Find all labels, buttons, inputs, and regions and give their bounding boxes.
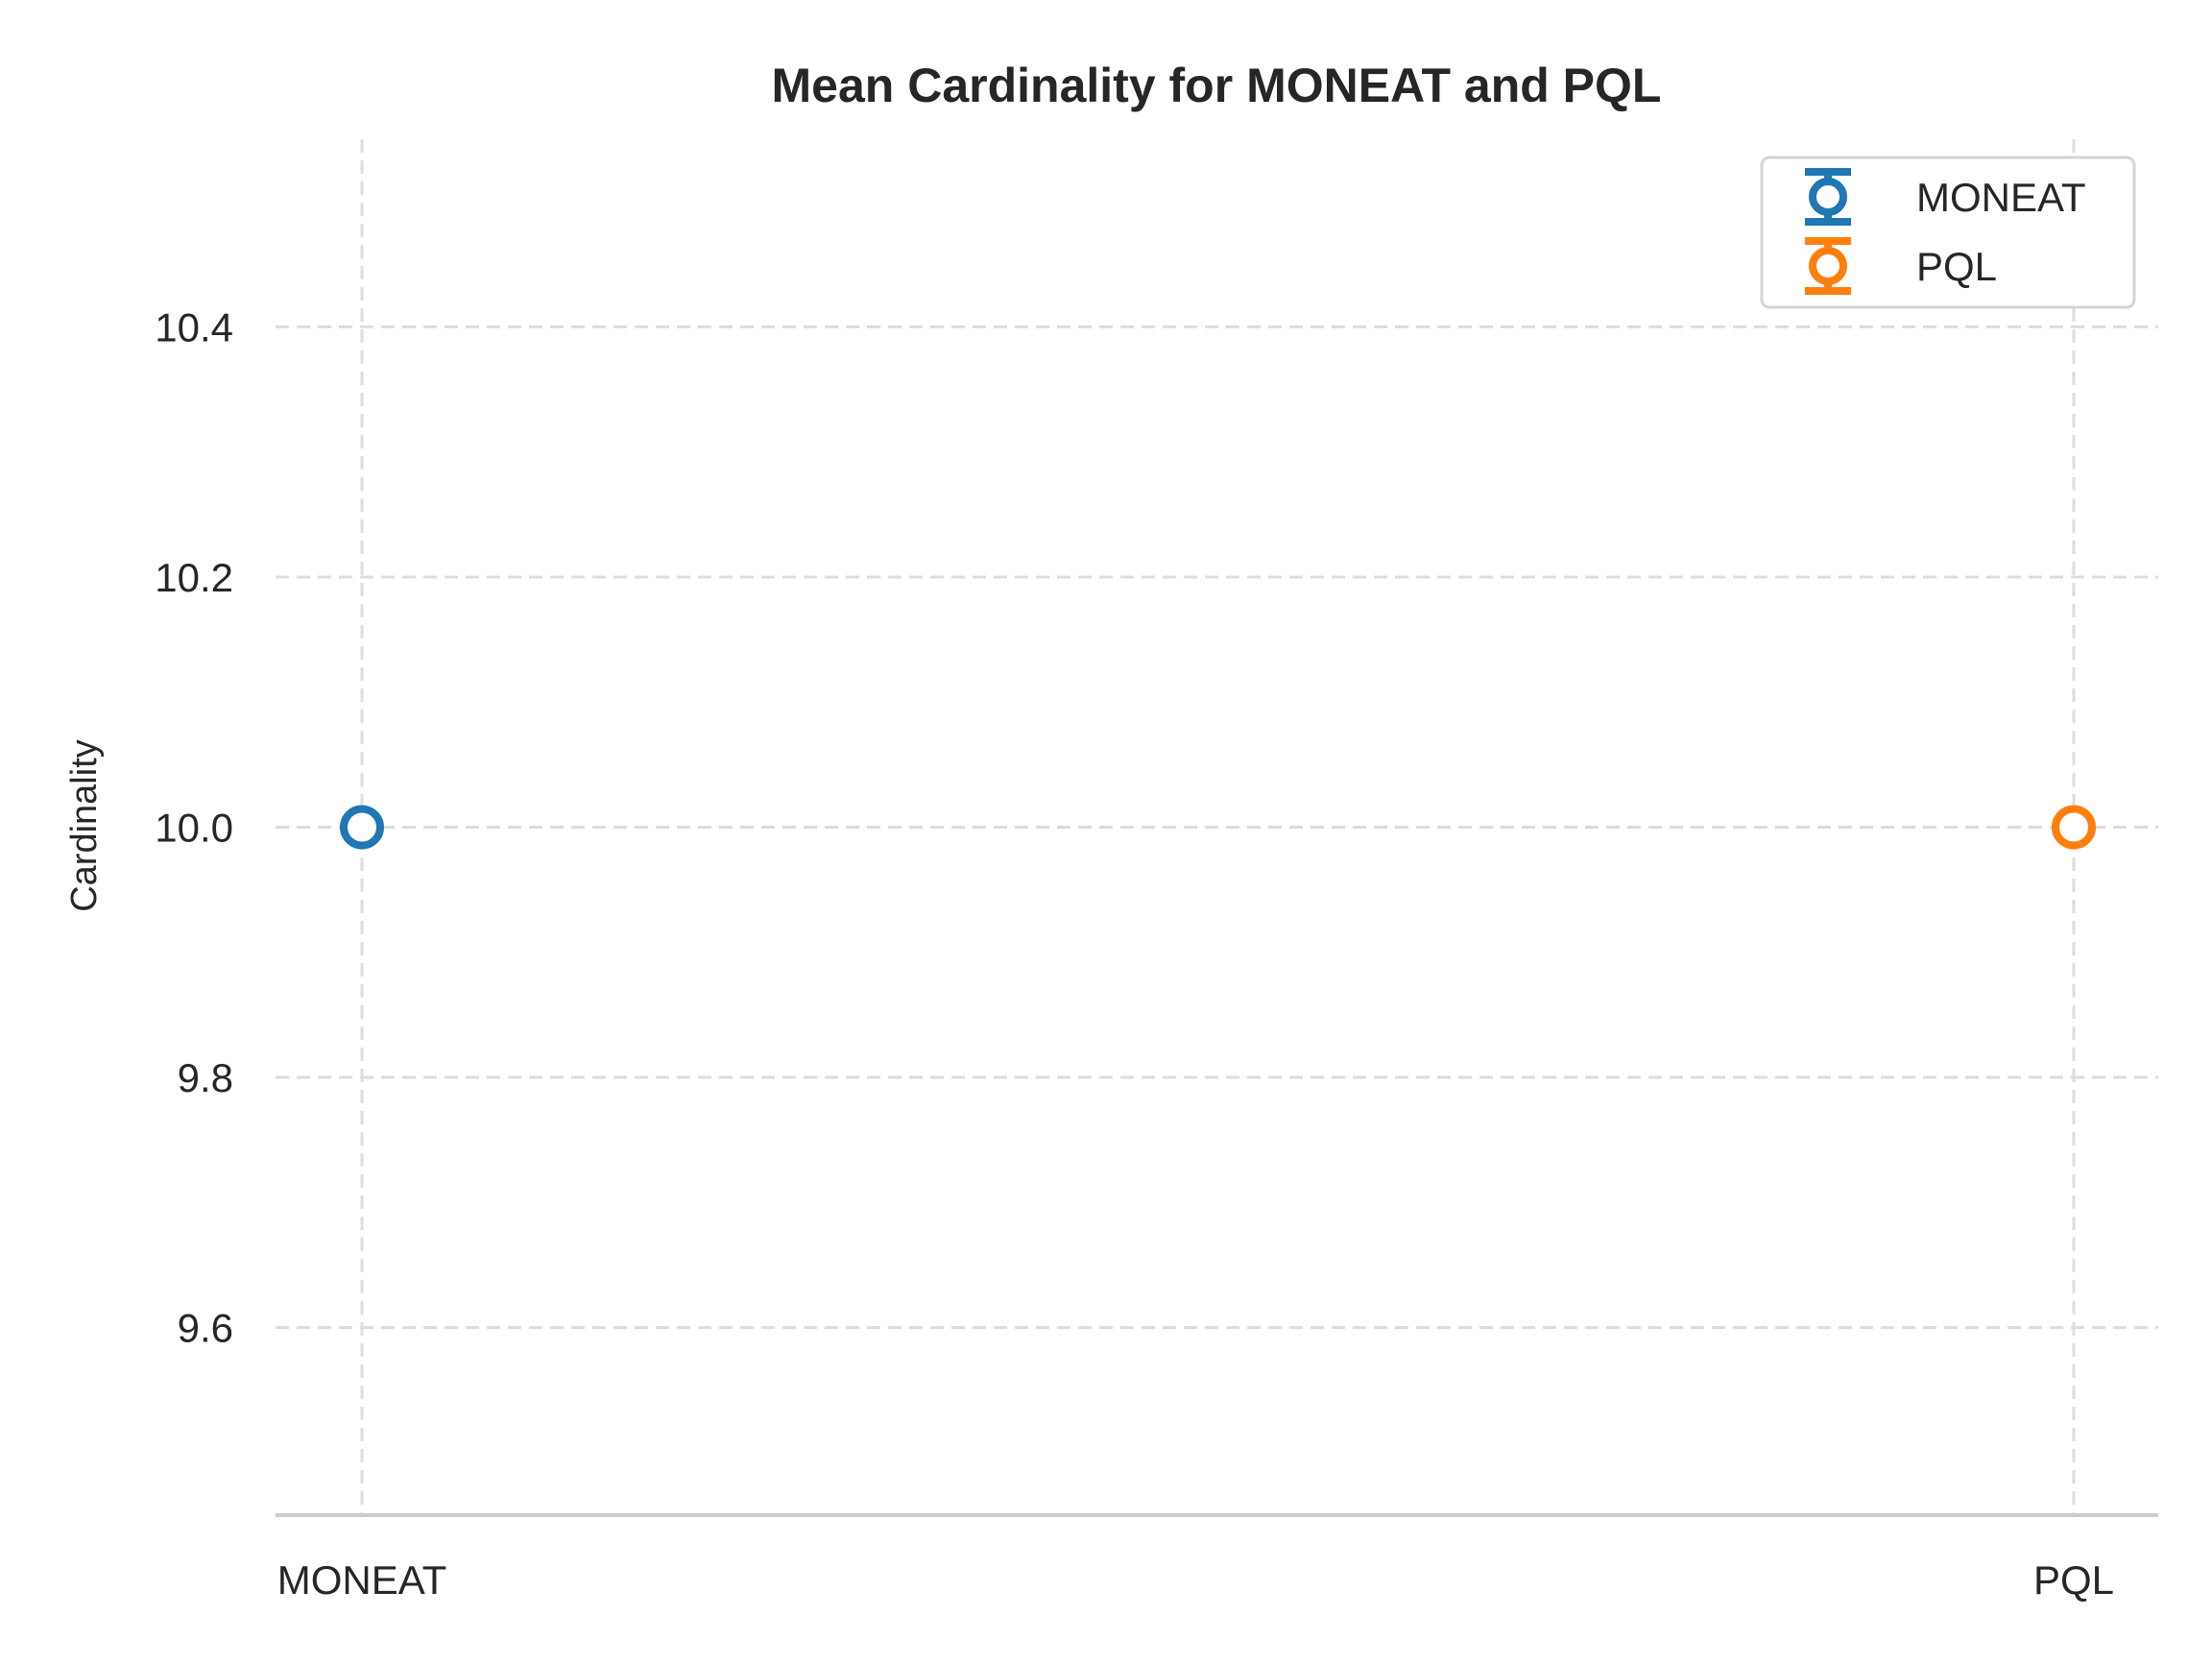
data-point <box>2052 805 2096 850</box>
data-point <box>340 805 384 850</box>
y-tick-label: 10.4 <box>155 304 233 350</box>
legend-label: MONEAT <box>1916 175 2086 220</box>
y-tick-label: 10.2 <box>155 555 233 600</box>
chart-title: Mean Cardinality for MONEAT and PQL <box>772 59 1662 112</box>
legend-label: PQL <box>1916 244 1997 289</box>
y-axis-label: Cardinality <box>64 739 105 912</box>
legend: MONEAT PQL <box>1760 156 2136 309</box>
x-tick-labels: MONEAT PQL <box>277 1557 2114 1603</box>
legend-marker <box>1809 247 1847 285</box>
y-tick-label: 9.6 <box>178 1306 233 1351</box>
data-markers <box>340 805 2096 850</box>
grid-layer <box>276 139 2158 1515</box>
y-tick-label: 9.8 <box>178 1055 233 1100</box>
x-tick-label: PQL <box>2033 1557 2114 1603</box>
legend-marker <box>1809 178 1847 216</box>
x-tick-label: MONEAT <box>277 1557 447 1603</box>
y-tick-labels: 9.6 9.8 10.0 10.2 10.4 <box>155 304 233 1350</box>
y-tick-label: 10.0 <box>155 806 233 851</box>
legend-box <box>1760 156 2136 309</box>
legend-items: MONEAT PQL <box>1805 168 2086 295</box>
